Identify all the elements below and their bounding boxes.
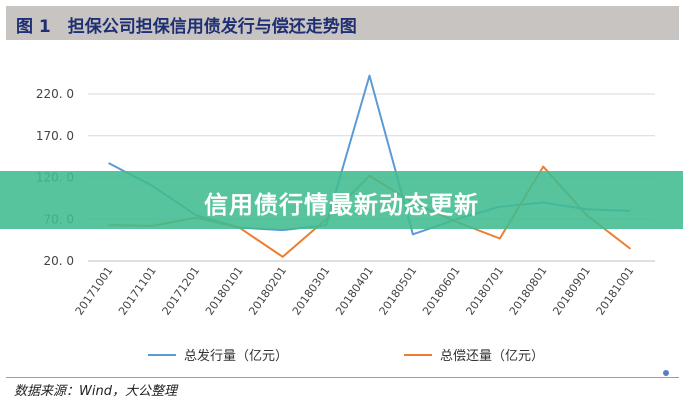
y-tick-label: 220. 0 [36,87,74,101]
data-point [542,165,544,168]
x-tick-label: 20180701 [463,264,506,317]
x-tick-label: 20171101 [116,264,159,317]
update-banner[interactable]: 信用债行情最新动态更新 [0,171,683,229]
x-tick-label: 20171001 [73,264,116,317]
x-tick-label: 20180901 [550,264,593,317]
data-point [108,162,110,165]
x-tick-label: 20180301 [290,264,333,317]
series-lines [108,74,631,258]
x-tick-label: 20180101 [203,264,246,317]
data-point [629,247,631,250]
legend: 总发行量（亿元） 总偿还量（亿元） [148,348,544,364]
x-tick-label: 20171201 [160,264,203,317]
source-divider [6,377,679,378]
data-point [368,74,371,77]
x-tick-label: 20180501 [377,264,420,317]
title-bar: 图 1 担保公司担保信用债发行与偿还走势图 [6,6,679,40]
banner-text: 信用债行情最新动态更新 [204,191,479,219]
x-tick-label: 20180401 [333,264,376,317]
x-tick-label: 20180601 [420,264,463,317]
y-tick-label: 170. 0 [36,129,74,143]
data-point [281,256,284,258]
chart-title: 图 1 担保公司担保信用债发行与偿还走势图 [16,17,357,37]
legend-label: 总发行量（亿元） [184,348,288,364]
x-tick-label: 20181001 [594,264,637,317]
data-point [498,237,501,240]
x-tick-label: 20180801 [507,264,550,317]
x-axis-ticks: 20171001 20171101 20171201 20180101 20180201… [73,264,637,317]
source-note: 数据来源：Wind，大公整理 [14,384,177,399]
y-tick-label: 20. 0 [43,254,74,268]
x-tick-label: 20180201 [246,264,289,317]
corner-dot [663,370,669,376]
data-point [281,229,284,231]
data-point [412,233,414,236]
legend-label: 总偿还量（亿元） [440,349,544,364]
